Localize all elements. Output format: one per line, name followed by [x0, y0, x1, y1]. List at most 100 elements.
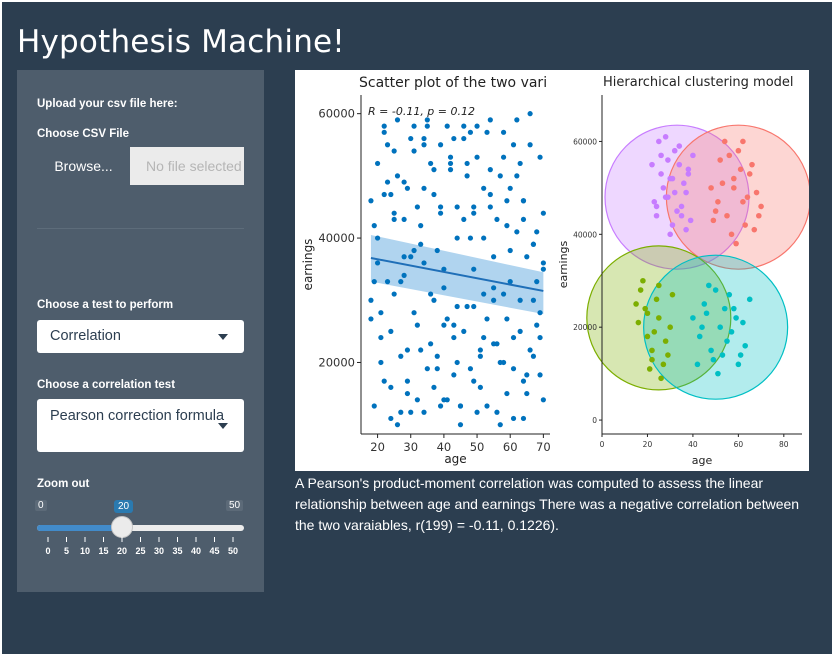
slider-tick-label: 30 [154, 546, 164, 556]
data-point [471, 204, 477, 210]
data-point [706, 282, 712, 289]
data-point [715, 199, 721, 205]
x-tick-label: 20 [370, 440, 385, 454]
data-point [537, 310, 543, 316]
data-point [721, 138, 728, 145]
test-select[interactable]: Correlation [37, 320, 244, 353]
data-point [398, 279, 404, 285]
x-tick-label: 40 [688, 440, 698, 449]
data-point [487, 117, 493, 123]
data-point [418, 347, 424, 353]
data-point [500, 129, 507, 135]
data-point [500, 154, 507, 160]
test-select-value: Correlation [50, 328, 121, 344]
data-point [461, 135, 467, 142]
correlation-annotation: R = -0.11, p = 0.12 [368, 105, 475, 118]
data-point [726, 152, 733, 159]
slider-track[interactable] [37, 525, 244, 531]
data-point [726, 291, 733, 298]
data-point [520, 216, 527, 223]
test-select-label: Choose a test to perform [37, 299, 174, 311]
data-point [381, 123, 387, 129]
data-point [467, 129, 474, 135]
data-point [421, 260, 427, 266]
data-point [411, 310, 417, 316]
data-point [658, 375, 664, 382]
data-point [527, 347, 533, 353]
data-point [756, 212, 762, 219]
data-point [504, 223, 510, 229]
corr-select[interactable]: Pearson correction formula [37, 399, 244, 452]
data-point [758, 203, 764, 210]
data-point [401, 272, 407, 278]
data-point [451, 334, 457, 341]
data-point [404, 378, 411, 384]
data-point [642, 305, 648, 312]
slider-tick-label: 5 [64, 546, 69, 556]
data-point [421, 185, 427, 191]
data-point [540, 260, 546, 266]
data-point [676, 161, 683, 168]
data-point [719, 352, 726, 358]
zoom-slider[interactable]: 0 20 50 0 5 10 15 20 25 30 35 40 45 50 [35, 500, 247, 590]
slider-handle[interactable] [111, 516, 133, 538]
data-point [454, 204, 460, 210]
data-point [447, 154, 454, 160]
slider-value: 20 [114, 500, 134, 513]
data-point [447, 160, 454, 167]
data-point [715, 370, 721, 377]
data-point [660, 361, 667, 368]
data-point [451, 322, 457, 328]
data-point [371, 403, 377, 409]
data-point [374, 160, 381, 167]
data-point [437, 142, 444, 148]
data-point [507, 185, 513, 191]
data-point [510, 366, 517, 372]
data-point [408, 254, 414, 260]
data-point [683, 226, 689, 233]
data-point [381, 129, 387, 135]
data-point [660, 185, 667, 191]
slider-label: Zoom out [37, 478, 90, 490]
data-point [678, 203, 685, 210]
data-point [414, 397, 420, 403]
data-point [431, 384, 437, 390]
browse-button[interactable]: Browse... [54, 158, 113, 174]
data-point [434, 247, 440, 254]
data-point [404, 347, 411, 353]
data-point [746, 171, 753, 177]
data-point [481, 334, 487, 341]
data-point [724, 338, 730, 344]
data-point [744, 194, 751, 200]
data-point [534, 279, 540, 285]
data-point [710, 217, 717, 224]
data-point [667, 324, 673, 330]
data-point [487, 167, 493, 173]
data-point [537, 334, 543, 341]
file-input-label: Choose CSV File [37, 128, 130, 140]
data-point [414, 322, 420, 328]
file-name-field[interactable]: No file selected [130, 147, 244, 185]
data-point [717, 324, 723, 330]
data-point [391, 291, 397, 297]
data-point [434, 353, 440, 359]
x-tick-label: 0 [600, 440, 605, 449]
data-point [467, 235, 474, 241]
slider-tick-label: 0 [45, 546, 50, 556]
data-point [494, 409, 500, 415]
data-point [685, 166, 692, 173]
data-point [484, 129, 490, 135]
data-point [656, 138, 662, 145]
data-point [649, 356, 655, 363]
data-point [441, 397, 447, 403]
slider-tick-label: 20 [117, 546, 127, 556]
slider-min: 0 [35, 500, 47, 511]
data-point [640, 277, 646, 284]
data-point [437, 403, 444, 409]
data-point [524, 254, 530, 260]
data-point [653, 212, 660, 219]
data-point [753, 189, 760, 196]
data-point [520, 415, 527, 422]
y-axis-label: earnings [557, 240, 570, 288]
